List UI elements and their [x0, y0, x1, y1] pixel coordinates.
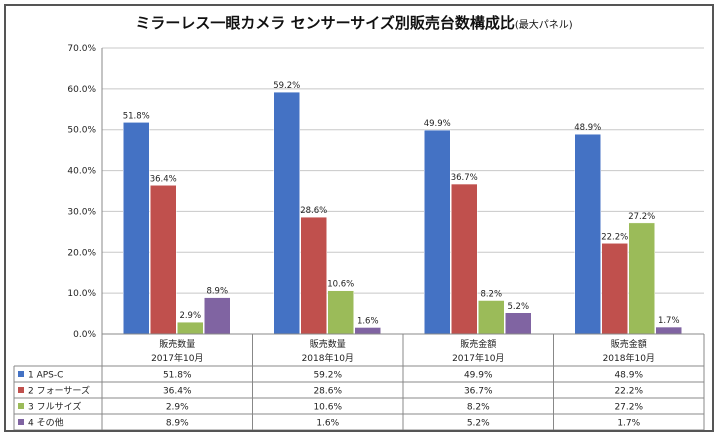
- bar: [574, 133, 601, 335]
- category-label: 販売金額: [611, 338, 647, 350]
- bar-data-label: 59.2%: [273, 81, 300, 91]
- bar-data-label: 8.9%: [206, 287, 228, 297]
- bar: [628, 222, 655, 335]
- bar: [655, 326, 682, 335]
- bar-data-label: 48.9%: [574, 123, 601, 133]
- category-label: 販売数量: [310, 338, 346, 350]
- bar-data-label: 1.6%: [357, 316, 379, 326]
- grid: [101, 47, 704, 335]
- table-cell-value: 10.6%: [313, 403, 342, 413]
- y-tick-label: 10.0%: [67, 289, 96, 299]
- bar: [354, 327, 381, 335]
- bar: [177, 321, 204, 335]
- table-cell-value: 8.9%: [166, 419, 189, 429]
- legend-swatch: [18, 403, 24, 409]
- table-cell-value: 28.6%: [313, 387, 342, 397]
- bars: [123, 91, 682, 335]
- table-cell-value: 36.4%: [163, 387, 192, 397]
- y-tick-label: 50.0%: [67, 126, 96, 136]
- bar: [273, 91, 300, 335]
- table-cell-value: 2.9%: [166, 403, 189, 413]
- bar-data-label: 10.6%: [327, 280, 354, 290]
- bar: [150, 185, 177, 335]
- bar-data-label: 51.8%: [123, 111, 150, 121]
- chart-title-main: ミラーレス一眼カメラ センサーサイズ別販売台数構成比: [135, 14, 514, 32]
- bar-data-label: 28.6%: [300, 206, 327, 216]
- chart: ミラーレス一眼カメラ センサーサイズ別販売台数構成比(最大パネル) 0.0% 10…: [13, 14, 705, 430]
- bar: [123, 122, 150, 335]
- legend-label: 4 その他: [28, 417, 64, 429]
- table-cell-value: 1.6%: [316, 419, 339, 429]
- table-cell-value: 22.2%: [614, 387, 643, 397]
- legend-label: 2 フォーサーズ: [28, 385, 90, 397]
- chart-frame: ミラーレス一眼カメラ センサーサイズ別販売台数構成比(最大パネル) 0.0% 10…: [4, 4, 714, 432]
- y-axis: 0.0% 10.0% 20.0% 30.0% 40.0% 50.0% 60.0% 70.0%: [67, 44, 96, 340]
- category-date-label: 2018年10月: [302, 352, 354, 364]
- bar: [601, 243, 628, 335]
- bar: [424, 129, 451, 335]
- legend-swatch: [18, 387, 24, 393]
- table-cell-value: 51.8%: [163, 371, 192, 381]
- chart-title: ミラーレス一眼カメラ センサーサイズ別販売台数構成比(最大パネル): [135, 14, 572, 32]
- y-tick-label: 20.0%: [67, 248, 96, 258]
- bar-data-label: 27.2%: [628, 212, 655, 222]
- bar-data-label: 5.2%: [507, 302, 529, 312]
- legend-label: 3 フルサイズ: [28, 401, 81, 413]
- category-label: 販売金額: [460, 338, 496, 350]
- data-labels: 51.8% 36.4% 2.9% 8.9% 59.2% 28.6% 10.6% 1.6% 49.…: [123, 81, 680, 326]
- category-date-label: 2018年10月: [603, 352, 655, 364]
- table-cell-value: 36.7%: [464, 387, 493, 397]
- table-cell-value: 5.2%: [467, 419, 490, 429]
- data-table: 販売数量2017年10月販売数量2018年10月販売金額2017年10月販売金額…: [13, 333, 705, 430]
- bar: [204, 297, 231, 335]
- bar-data-label: 8.2%: [480, 289, 502, 299]
- table-cell-value: 27.2%: [614, 403, 643, 413]
- y-tick-label: 30.0%: [67, 207, 96, 217]
- legend-swatch: [18, 419, 24, 425]
- y-tick-label: 70.0%: [67, 44, 96, 54]
- category-label: 販売数量: [159, 338, 195, 350]
- table-cell-value: 8.2%: [467, 403, 490, 413]
- bar: [451, 183, 478, 335]
- chart-subtitle: (最大パネル): [515, 18, 573, 31]
- bar-data-label: 36.4%: [150, 174, 177, 184]
- bar: [478, 300, 505, 335]
- y-tick-label: 40.0%: [67, 167, 96, 177]
- bar-data-label: 2.9%: [179, 311, 201, 321]
- bar: [327, 290, 354, 335]
- bar-data-label: 1.7%: [658, 316, 680, 326]
- legend-label: 1 APS-C: [28, 371, 63, 381]
- y-tick-label: 0.0%: [73, 330, 96, 340]
- bar-data-label: 22.2%: [601, 232, 628, 242]
- table-cell-value: 1.7%: [617, 419, 640, 429]
- category-date-label: 2017年10月: [151, 352, 203, 364]
- bar-data-label: 49.9%: [424, 119, 451, 129]
- table-cell-value: 59.2%: [313, 371, 342, 381]
- y-tick-label: 60.0%: [67, 85, 96, 95]
- category-date-label: 2017年10月: [452, 352, 504, 364]
- bar-data-label: 36.7%: [451, 173, 478, 183]
- legend-swatch: [18, 371, 24, 377]
- bar: [505, 312, 532, 335]
- table-cell-value: 49.9%: [464, 371, 493, 381]
- table-cell-value: 48.9%: [614, 371, 643, 381]
- bar: [300, 216, 327, 335]
